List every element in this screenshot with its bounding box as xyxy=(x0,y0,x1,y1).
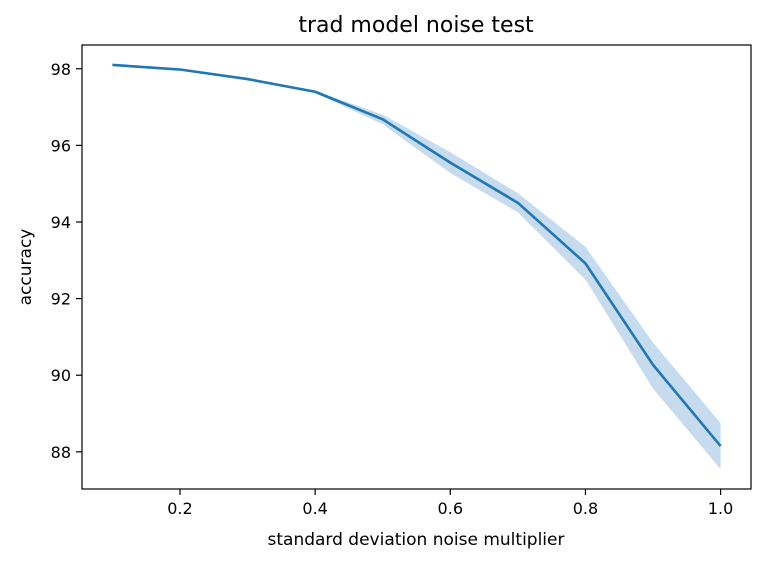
x-tick-label: 1.0 xyxy=(708,499,733,518)
chart-title: trad model noise test xyxy=(298,13,534,38)
y-tick-label: 96 xyxy=(51,136,71,155)
series-line-layer xyxy=(112,63,722,447)
x-tick-label: 0.2 xyxy=(167,499,192,518)
y-axis-label: accuracy xyxy=(16,229,36,306)
x-axis-ticks: 0.2 0.4 0.6 0.8 1.0 xyxy=(167,489,733,518)
x-tick-label: 0.6 xyxy=(438,499,463,518)
x-axis-label: standard deviation noise multiplier xyxy=(268,530,565,550)
y-axis-ticks: 88 90 92 94 96 98 xyxy=(51,60,82,462)
y-tick-label: 92 xyxy=(51,290,71,309)
confidence-band-0 xyxy=(112,64,721,470)
plot-frame xyxy=(81,44,752,490)
series-line-0 xyxy=(112,63,722,447)
y-tick-label: 90 xyxy=(51,366,71,385)
y-tick-label: 94 xyxy=(51,213,71,232)
x-tick-label: 0.8 xyxy=(573,499,598,518)
confidence-band-layer xyxy=(112,64,721,470)
y-tick-label: 88 xyxy=(51,443,71,462)
x-tick-label: 0.4 xyxy=(302,499,327,518)
y-tick-label: 98 xyxy=(51,60,71,79)
